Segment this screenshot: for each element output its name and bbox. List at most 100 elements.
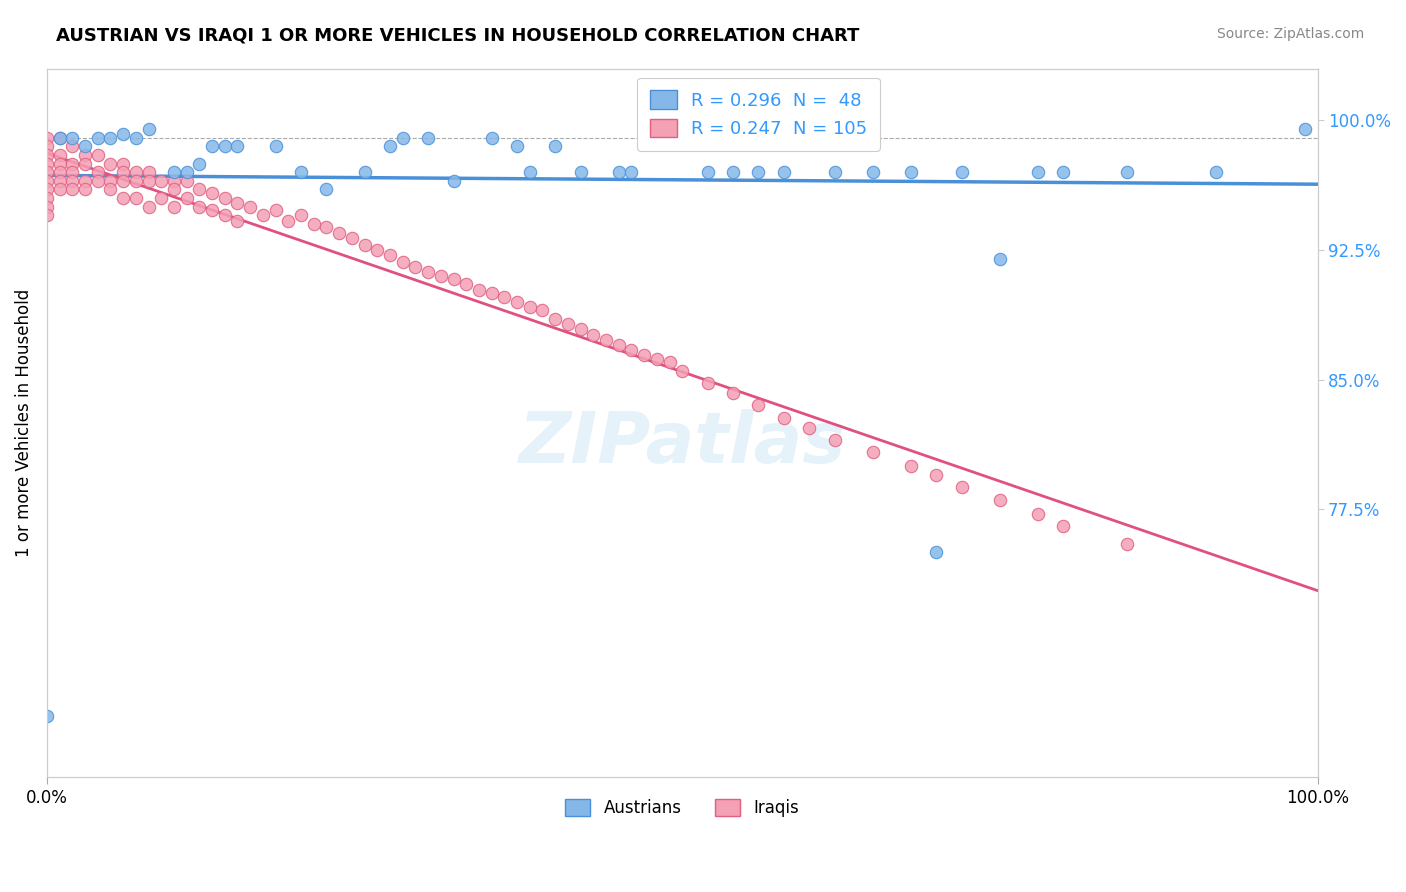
Point <box>391 130 413 145</box>
Point <box>226 213 249 227</box>
Point <box>1052 519 1074 533</box>
Point <box>125 165 148 179</box>
Point <box>176 165 198 179</box>
Point <box>86 148 108 162</box>
Point <box>188 182 211 196</box>
Point <box>302 217 325 231</box>
Point <box>481 130 503 145</box>
Point <box>925 545 948 559</box>
Point <box>1116 536 1139 550</box>
Point <box>112 165 135 179</box>
Point <box>378 248 401 262</box>
Point <box>353 165 375 179</box>
Point <box>1205 165 1227 179</box>
Point <box>391 255 413 269</box>
Point <box>1294 122 1316 136</box>
Point <box>468 283 491 297</box>
Point <box>35 182 58 196</box>
Y-axis label: 1 or more Vehicles in Household: 1 or more Vehicles in Household <box>15 289 32 557</box>
Point <box>799 421 821 435</box>
Point <box>73 174 96 188</box>
Point <box>35 709 58 723</box>
Point <box>353 237 375 252</box>
Point <box>48 156 70 170</box>
Point <box>125 191 148 205</box>
Point <box>773 165 796 179</box>
Point <box>366 243 388 257</box>
Point <box>35 130 58 145</box>
Point <box>201 203 224 218</box>
Point <box>73 139 96 153</box>
Point <box>60 174 83 188</box>
Point <box>125 130 148 145</box>
Point <box>112 156 135 170</box>
Point <box>607 338 630 352</box>
Point <box>988 493 1011 508</box>
Point <box>416 265 439 279</box>
Point <box>86 165 108 179</box>
Point <box>188 200 211 214</box>
Point <box>35 165 58 179</box>
Point <box>100 182 122 196</box>
Point <box>188 156 211 170</box>
Point <box>1026 508 1049 522</box>
Point <box>201 186 224 200</box>
Point <box>60 165 83 179</box>
Point <box>696 165 718 179</box>
Point <box>163 174 186 188</box>
Point <box>125 174 148 188</box>
Point <box>48 148 70 162</box>
Point <box>86 174 108 188</box>
Point <box>35 208 58 222</box>
Point <box>696 376 718 390</box>
Point <box>150 191 173 205</box>
Point <box>290 208 312 222</box>
Point <box>645 351 668 366</box>
Point <box>48 174 70 188</box>
Point <box>100 174 122 188</box>
Point <box>988 252 1011 266</box>
Point <box>264 139 287 153</box>
Point <box>290 165 312 179</box>
Point <box>671 130 693 145</box>
Point <box>48 130 70 145</box>
Point <box>60 182 83 196</box>
Point <box>900 165 922 179</box>
Point <box>226 139 249 153</box>
Point <box>315 182 337 196</box>
Point <box>950 165 973 179</box>
Point <box>112 127 135 141</box>
Point <box>721 165 744 179</box>
Point <box>48 130 70 145</box>
Point <box>925 467 948 482</box>
Point <box>862 165 884 179</box>
Point <box>620 343 643 358</box>
Point <box>404 260 426 275</box>
Point <box>824 433 846 447</box>
Point <box>176 174 198 188</box>
Point <box>35 139 58 153</box>
Text: AUSTRIAN VS IRAQI 1 OR MORE VEHICLES IN HOUSEHOLD CORRELATION CHART: AUSTRIAN VS IRAQI 1 OR MORE VEHICLES IN … <box>56 27 859 45</box>
Point <box>443 272 465 286</box>
Point <box>60 130 83 145</box>
Point <box>378 139 401 153</box>
Point <box>456 277 478 292</box>
Point <box>582 327 605 342</box>
Point <box>252 208 274 222</box>
Point <box>544 312 567 326</box>
Point <box>35 191 58 205</box>
Point <box>747 399 769 413</box>
Point <box>721 386 744 401</box>
Point <box>416 130 439 145</box>
Point <box>100 130 122 145</box>
Point <box>163 182 186 196</box>
Point <box>328 226 350 240</box>
Point <box>112 174 135 188</box>
Point <box>340 231 363 245</box>
Point <box>620 165 643 179</box>
Point <box>60 156 83 170</box>
Legend: Austrians, Iraqis: Austrians, Iraqis <box>557 790 807 825</box>
Point <box>112 191 135 205</box>
Point <box>35 156 58 170</box>
Point <box>226 196 249 211</box>
